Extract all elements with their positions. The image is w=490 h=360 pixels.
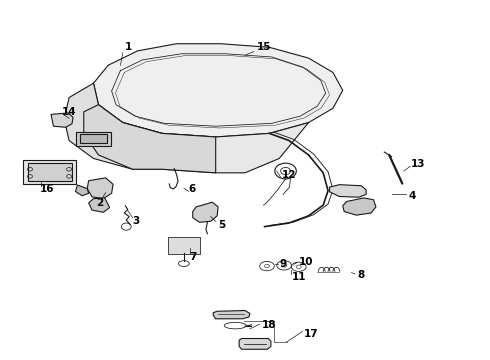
Polygon shape — [89, 198, 110, 212]
Text: 17: 17 — [304, 329, 318, 339]
Text: 10: 10 — [299, 257, 313, 267]
Text: 16: 16 — [40, 184, 54, 194]
Polygon shape — [51, 113, 73, 127]
Text: 9: 9 — [279, 259, 286, 269]
Polygon shape — [343, 198, 376, 215]
Text: 5: 5 — [218, 220, 225, 230]
Polygon shape — [84, 105, 216, 173]
Text: 14: 14 — [62, 107, 76, 117]
Polygon shape — [23, 160, 76, 184]
Polygon shape — [330, 185, 366, 197]
Text: 3: 3 — [133, 216, 140, 226]
Polygon shape — [193, 202, 218, 222]
Polygon shape — [94, 44, 343, 137]
Text: 11: 11 — [292, 272, 306, 282]
Text: 2: 2 — [96, 198, 103, 208]
Text: 1: 1 — [125, 42, 132, 52]
Text: 12: 12 — [282, 170, 296, 180]
Polygon shape — [27, 163, 72, 181]
Polygon shape — [87, 178, 113, 199]
Polygon shape — [76, 132, 111, 146]
Text: 13: 13 — [411, 159, 426, 169]
Text: 4: 4 — [409, 191, 416, 201]
Text: 15: 15 — [257, 42, 272, 52]
Polygon shape — [64, 83, 162, 169]
Polygon shape — [80, 134, 107, 143]
Polygon shape — [123, 123, 309, 173]
Text: 8: 8 — [357, 270, 365, 280]
Polygon shape — [239, 338, 271, 349]
Text: 7: 7 — [189, 252, 196, 262]
Polygon shape — [75, 185, 89, 196]
Polygon shape — [213, 311, 250, 319]
Text: 18: 18 — [262, 320, 276, 330]
FancyBboxPatch shape — [168, 237, 200, 254]
Text: 6: 6 — [189, 184, 196, 194]
